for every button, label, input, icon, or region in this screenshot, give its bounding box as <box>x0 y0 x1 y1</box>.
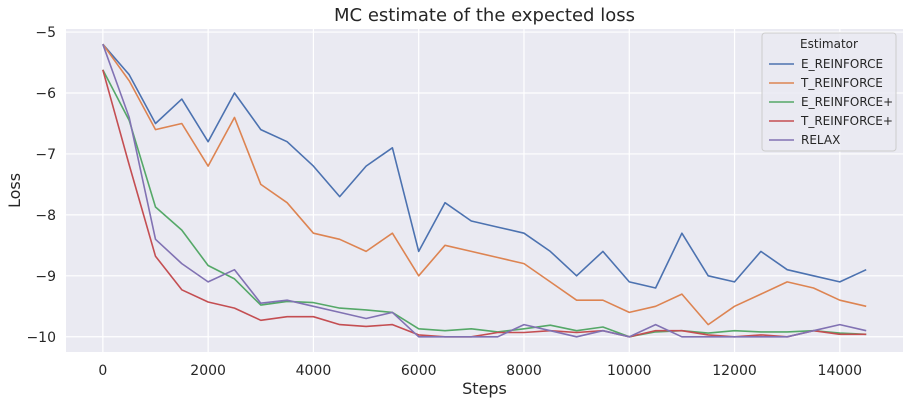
x-tick-label: 2000 <box>190 363 226 379</box>
legend-label: T_REINFORCE <box>800 76 883 90</box>
series-line-relax <box>102 43 867 338</box>
legend-label: E_REINFORCE+ <box>801 95 893 109</box>
series-line-e-reinforce <box>102 43 867 289</box>
x-tick-label: 0 <box>98 363 107 379</box>
x-tick-label: 6000 <box>401 363 437 379</box>
y-tick-label: −6 <box>35 86 56 102</box>
x-tick-label: 10000 <box>607 363 652 379</box>
y-axis-ticks: −5 −6 −7 −8 −9 −10 <box>26 25 56 346</box>
y-tick-label: −10 <box>26 330 56 346</box>
y-tick-label: −7 <box>35 147 56 163</box>
legend-label: E_REINFORCE <box>801 57 883 71</box>
y-tick-label: −8 <box>35 208 56 224</box>
legend: Estimator E_REINFORCE T_REINFORCE E_REINFO… <box>761 32 897 152</box>
series-line-t-reinforce <box>102 43 867 326</box>
series-lines <box>102 43 867 338</box>
series-line-e-reinforce-plus <box>102 69 867 338</box>
y-tick-label: −9 <box>35 269 56 285</box>
x-tick-label: 8000 <box>506 363 542 379</box>
x-axis-ticks: 0 2000 4000 6000 8000 10000 12000 14000 <box>98 363 862 379</box>
legend-box <box>761 32 897 152</box>
chart-title: MC estimate of the expected loss <box>334 5 635 26</box>
legend-title: Estimator <box>800 37 858 51</box>
x-tick-label: 12000 <box>712 363 757 379</box>
legend-label: RELAX <box>801 133 840 147</box>
legend-label: T_REINFORCE+ <box>800 114 893 128</box>
x-axis-label: Steps <box>462 379 507 398</box>
x-tick-label: 4000 <box>296 363 332 379</box>
y-axis-label: Loss <box>5 173 24 208</box>
x-tick-label: 14000 <box>818 363 863 379</box>
y-tick-label: −5 <box>35 25 56 41</box>
